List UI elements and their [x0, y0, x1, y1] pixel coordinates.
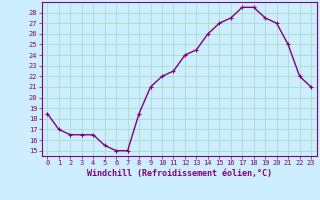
X-axis label: Windchill (Refroidissement éolien,°C): Windchill (Refroidissement éolien,°C) — [87, 169, 272, 178]
